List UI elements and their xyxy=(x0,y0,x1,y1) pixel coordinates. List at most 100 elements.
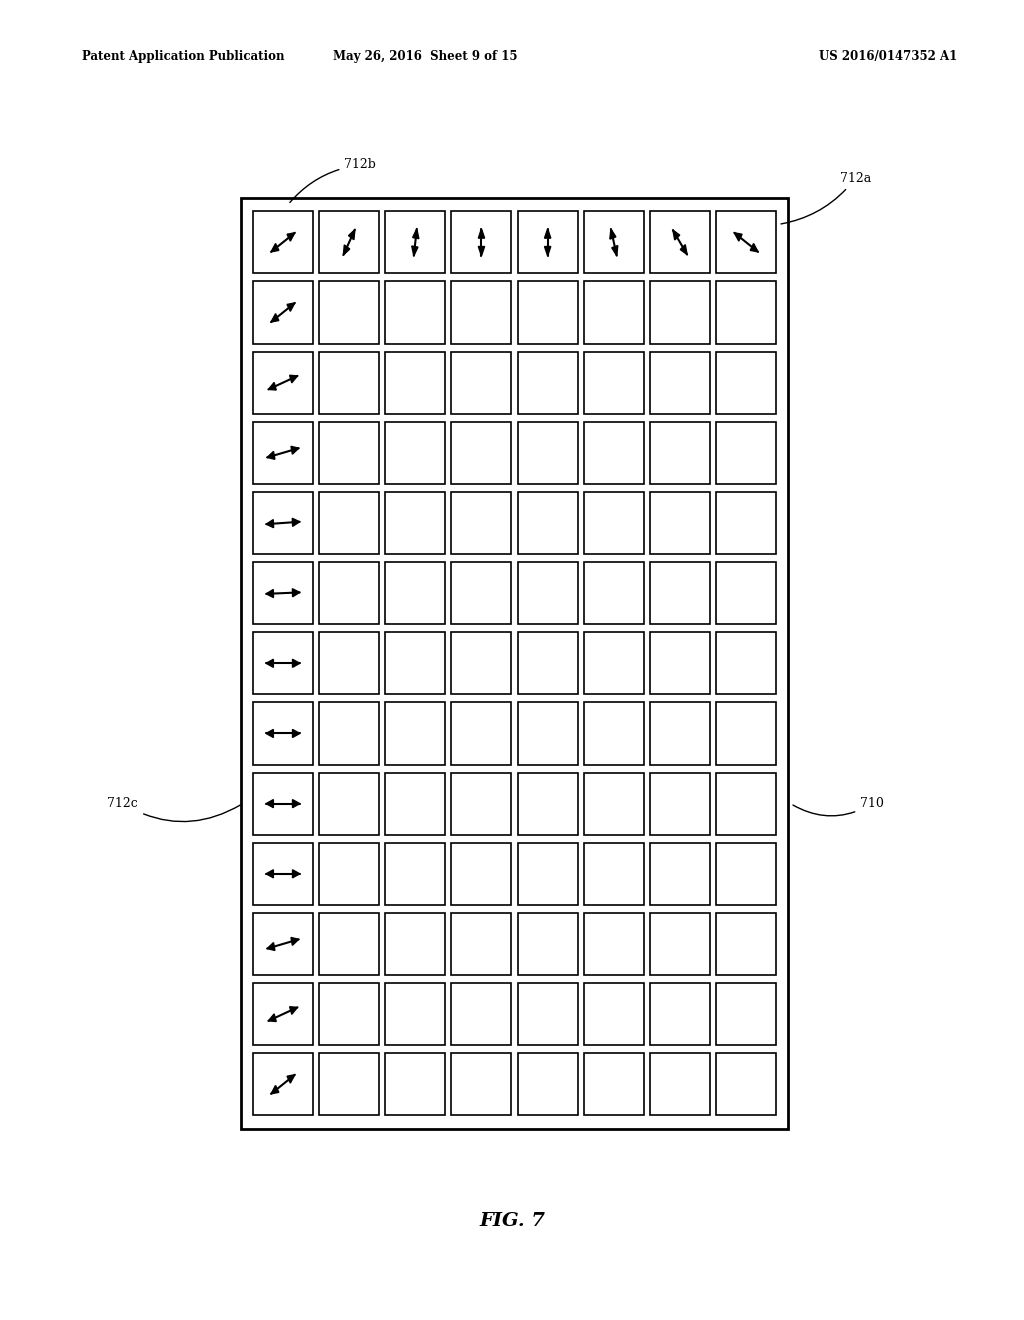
Bar xyxy=(452,1053,512,1115)
Polygon shape xyxy=(291,446,299,454)
Bar xyxy=(716,421,776,484)
Polygon shape xyxy=(478,228,484,238)
Polygon shape xyxy=(545,247,551,256)
Bar xyxy=(518,983,578,1045)
Bar xyxy=(518,421,578,484)
Polygon shape xyxy=(343,246,350,255)
Bar xyxy=(319,421,379,484)
Bar xyxy=(650,1053,710,1115)
Polygon shape xyxy=(266,870,273,878)
Polygon shape xyxy=(271,243,279,252)
Bar xyxy=(584,281,644,343)
Bar xyxy=(584,492,644,554)
Bar xyxy=(716,983,776,1045)
Polygon shape xyxy=(673,230,680,240)
Polygon shape xyxy=(293,730,300,738)
Bar xyxy=(319,702,379,764)
Bar xyxy=(319,1053,379,1115)
Polygon shape xyxy=(287,1074,295,1084)
Bar xyxy=(650,632,710,694)
Bar xyxy=(518,211,578,273)
Polygon shape xyxy=(271,314,279,322)
Bar xyxy=(518,842,578,906)
Bar xyxy=(385,632,445,694)
Bar xyxy=(584,913,644,975)
Bar xyxy=(385,842,445,906)
Bar xyxy=(452,351,512,413)
Text: May 26, 2016  Sheet 9 of 15: May 26, 2016 Sheet 9 of 15 xyxy=(333,50,517,63)
Bar xyxy=(716,562,776,624)
Bar xyxy=(253,702,313,764)
Bar xyxy=(716,913,776,975)
Bar xyxy=(650,562,710,624)
Bar xyxy=(518,1053,578,1115)
Polygon shape xyxy=(290,1007,298,1014)
Bar xyxy=(518,492,578,554)
Bar xyxy=(385,351,445,413)
Bar xyxy=(253,492,313,554)
Bar xyxy=(452,702,512,764)
Bar xyxy=(518,281,578,343)
Bar xyxy=(253,632,313,694)
Bar xyxy=(452,842,512,906)
Bar xyxy=(650,351,710,413)
Bar xyxy=(385,562,445,624)
Bar xyxy=(253,772,313,834)
Bar xyxy=(253,983,313,1045)
Text: 712a: 712a xyxy=(781,172,871,224)
Bar xyxy=(385,211,445,273)
Bar xyxy=(518,632,578,694)
Bar xyxy=(584,702,644,764)
Bar xyxy=(650,913,710,975)
Bar xyxy=(650,772,710,834)
Text: US 2016/0147352 A1: US 2016/0147352 A1 xyxy=(819,50,957,63)
Bar xyxy=(584,842,644,906)
Bar xyxy=(518,913,578,975)
Polygon shape xyxy=(478,247,484,256)
Polygon shape xyxy=(293,589,300,597)
Polygon shape xyxy=(545,228,551,238)
Bar xyxy=(452,421,512,484)
Bar xyxy=(253,562,313,624)
Bar xyxy=(518,351,578,413)
Bar xyxy=(650,492,710,554)
Bar xyxy=(716,1053,776,1115)
Bar xyxy=(385,702,445,764)
Bar xyxy=(584,421,644,484)
Polygon shape xyxy=(291,937,299,945)
Polygon shape xyxy=(293,659,300,668)
Text: 712c: 712c xyxy=(108,797,241,821)
Bar xyxy=(584,983,644,1045)
Bar xyxy=(518,702,578,764)
Bar xyxy=(319,281,379,343)
Polygon shape xyxy=(290,375,298,383)
Bar xyxy=(452,913,512,975)
Bar xyxy=(650,842,710,906)
Polygon shape xyxy=(293,800,300,808)
Bar xyxy=(716,772,776,834)
Bar xyxy=(253,913,313,975)
Bar xyxy=(584,632,644,694)
Bar xyxy=(452,562,512,624)
Bar xyxy=(518,772,578,834)
Bar xyxy=(650,281,710,343)
Polygon shape xyxy=(267,451,274,459)
Bar xyxy=(319,351,379,413)
Bar xyxy=(385,1053,445,1115)
Bar xyxy=(253,281,313,343)
Polygon shape xyxy=(266,730,273,738)
Polygon shape xyxy=(610,228,615,239)
Bar xyxy=(385,772,445,834)
Bar xyxy=(716,632,776,694)
Bar xyxy=(253,351,313,413)
Bar xyxy=(385,983,445,1045)
Bar xyxy=(253,421,313,484)
Polygon shape xyxy=(348,230,355,240)
Polygon shape xyxy=(268,1014,276,1022)
Bar xyxy=(385,281,445,343)
Bar xyxy=(584,351,644,413)
Bar xyxy=(253,211,313,273)
Bar xyxy=(584,562,644,624)
Bar xyxy=(452,492,512,554)
Bar xyxy=(650,983,710,1045)
